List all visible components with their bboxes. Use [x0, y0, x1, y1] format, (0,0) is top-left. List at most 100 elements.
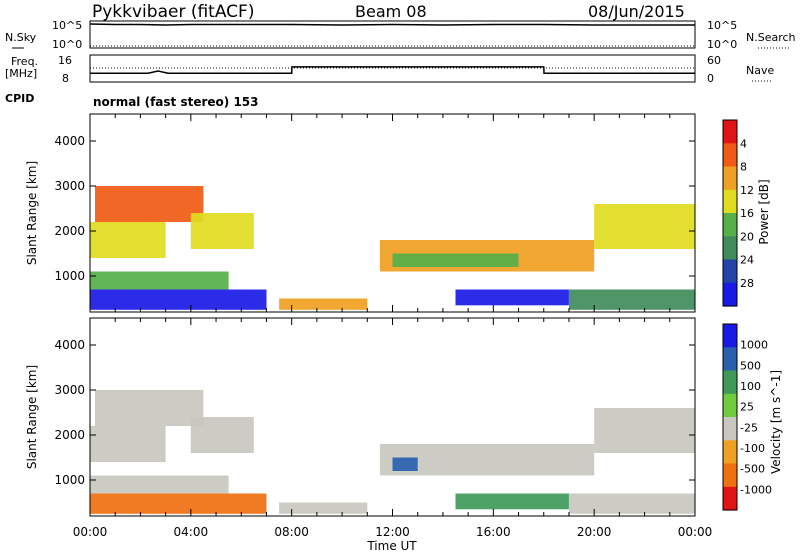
freq-panel: Freq. [MHz] 16 8 60 0 Nave CPID normal (…	[5, 54, 774, 109]
nsearch-label: N.Search	[746, 31, 796, 44]
colorbar-swatch-6	[723, 259, 737, 284]
colorbar-swatch-2	[723, 370, 737, 395]
colorbar-swatch-1	[723, 143, 737, 168]
vel-region-0	[90, 493, 267, 514]
velocity-panel: 1000 2000 3000 4000 00:00 04:00 08:00 12:00 16:…	[25, 317, 783, 553]
date-label: 08/Jun/2015	[588, 2, 685, 21]
x-tick-label-4: 16:00	[476, 525, 511, 539]
colorbar-tick-label-7: -1000	[740, 483, 772, 496]
x-tick-label-3: 12:00	[375, 525, 410, 539]
colorbar-tick-label-6: -500	[740, 463, 765, 476]
power-panel: 1000 2000 3000 4000 Slant Range [km] 4 8 12 16…	[25, 113, 771, 313]
colorbar-swatch-6	[723, 463, 737, 488]
x-tick-label-2: 08:00	[274, 525, 309, 539]
vel-region-3	[95, 390, 204, 426]
y-tick-label-1: 2000	[54, 224, 85, 238]
y-tick-label-0: 1000	[54, 473, 85, 487]
nave-tick-top: 60	[707, 54, 721, 67]
velocity-colorbar: 1000 500 100 25 -25 -100 -500 -1000	[722, 323, 772, 511]
power-region-10	[594, 204, 695, 249]
power-y-axis-label: Slant Range [km]	[25, 161, 39, 265]
colorbar-tick-label-0: 4	[740, 137, 747, 150]
nave-tick-bottom: 0	[707, 72, 714, 85]
power-region-3	[95, 186, 204, 222]
colorbar-tick-label-4: -25	[740, 421, 758, 434]
colorbar-tick-label-6: 28	[740, 277, 754, 290]
freq-tick-bottom: 8	[62, 72, 69, 85]
power-region-4	[190, 213, 254, 249]
colorbar-frame	[722, 323, 738, 511]
vel-region-8	[455, 493, 569, 510]
colorbar-swatch-1	[723, 347, 737, 372]
vel-region-10	[594, 408, 695, 453]
x-tick-label-1: 04:00	[174, 525, 209, 539]
power-colorbar: 4 8 12 16 20 24 28	[722, 119, 754, 307]
nave-label: Nave	[746, 64, 774, 77]
y-tick-label-1: 2000	[54, 428, 85, 442]
plot-title: Pykkvibaer (fitACF)	[92, 2, 254, 22]
freq-label: Freq.	[11, 55, 38, 68]
power-region-5	[279, 298, 368, 310]
velocity-y-axis-label: Slant Range [km]	[25, 365, 39, 469]
colorbar-swatch-4	[723, 213, 737, 237]
colorbar-tick-label-2: 100	[740, 380, 761, 393]
nsky-frame	[89, 20, 696, 49]
power-region-0	[90, 289, 267, 310]
colorbar-frame	[722, 119, 738, 307]
vel-region-9	[569, 493, 695, 514]
colorbar-swatch-4	[723, 417, 737, 441]
nsky-label: N.Sky	[5, 31, 37, 44]
velocity-y-axis: 1000 2000 3000 4000	[54, 338, 695, 487]
colorbar-swatch-7	[723, 486, 737, 511]
colorbar-tick-label-5: -100	[740, 442, 765, 455]
colorbar-tick-label-5: 24	[740, 254, 754, 267]
nsky-tick-top: 10^5	[52, 19, 82, 32]
power-region-7	[392, 253, 519, 267]
colorbar-swatch-5	[723, 440, 737, 465]
power-region-1	[90, 271, 229, 290]
nsky-series-line	[89, 23, 695, 26]
y-tick-label-3: 4000	[54, 338, 85, 352]
power-heatmap	[90, 186, 695, 310]
cpid-text: normal (fast stereo) 153	[93, 95, 259, 109]
nsearch-tick-bottom: 10^0	[707, 38, 737, 51]
freq-tick-top: 16	[58, 54, 72, 67]
freq-series-line	[90, 66, 695, 74]
power-region-8	[455, 289, 569, 306]
vel-region-4	[190, 417, 254, 453]
colorbar-tick-label-4: 20	[740, 230, 754, 243]
beam-label: Beam 08	[355, 2, 427, 21]
vel-region-5	[279, 502, 368, 514]
nsearch-tick-top: 10^5	[707, 19, 737, 32]
colorbar-swatch-7	[723, 282, 737, 307]
x-axis-label: Time UT	[366, 539, 417, 553]
velocity-heatmap	[90, 390, 695, 514]
colorbar-tick-label-2: 12	[740, 184, 754, 197]
colorbar-swatch-3	[723, 393, 737, 418]
colorbar-swatch-0	[723, 120, 737, 144]
y-tick-label-2: 3000	[54, 383, 85, 397]
x-tick-label-6: 00:00	[678, 525, 713, 539]
y-tick-label-2: 3000	[54, 179, 85, 193]
colorbar-tick-label-1: 500	[740, 359, 761, 372]
x-tick-label-5: 20:00	[577, 525, 612, 539]
power-y-axis: 1000 2000 3000 4000	[54, 134, 695, 283]
y-tick-label-3: 4000	[54, 134, 85, 148]
y-tick-label-0: 1000	[54, 269, 85, 283]
vel-region-1	[90, 475, 229, 494]
velocity-x-axis: 00:00 04:00 08:00 12:00 16:00 20:00 00:00	[73, 318, 713, 539]
colorbar-swatch-0	[723, 324, 737, 348]
vel-region-2	[90, 426, 166, 462]
power-region-2	[90, 222, 166, 258]
colorbar-tick-label-3: 16	[740, 207, 754, 220]
colorbar-tick-label-3: 25	[740, 401, 754, 414]
colorbar-tick-label-1: 8	[740, 161, 747, 174]
freq-unit-label: [MHz]	[5, 67, 37, 80]
colorbar-swatch-5	[723, 236, 737, 261]
vel-region-7	[392, 457, 418, 471]
colorbar-tick-label-0: 1000	[740, 339, 768, 352]
velocity-colorbar-label: Velocity [m s^-1]	[769, 370, 783, 474]
nsky-tick-bottom: 10^0	[52, 38, 82, 51]
x-tick-label-0: 00:00	[73, 525, 108, 539]
